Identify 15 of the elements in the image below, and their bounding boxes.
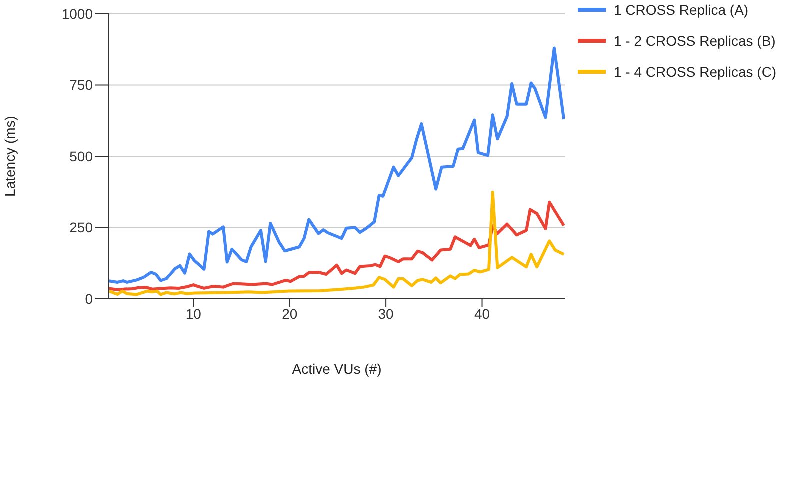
x-axis-title: Active VUs (#) (292, 361, 382, 377)
legend-label: 1 - 4 CROSS Replicas (C) (614, 64, 777, 81)
x-tick-label: 40 (474, 306, 490, 322)
x-tick-label: 20 (282, 306, 298, 322)
y-axis-title: Latency (ms) (2, 116, 18, 197)
y-tick-label: 250 (70, 220, 94, 236)
y-tick-label: 1000 (62, 6, 94, 22)
line-series (109, 46, 565, 284)
y-tick-label: 0 (85, 290, 94, 307)
y-tick-label: 750 (70, 77, 94, 94)
x-tick-label: 10 (186, 306, 202, 322)
legend-label: 1 CROSS Replica (A) (614, 2, 749, 19)
y-tick-label: 500 (70, 148, 94, 164)
x-tick-label: 30 (378, 306, 394, 322)
legend-label: 1 - 2 CROSS Replicas (B) (614, 33, 776, 50)
